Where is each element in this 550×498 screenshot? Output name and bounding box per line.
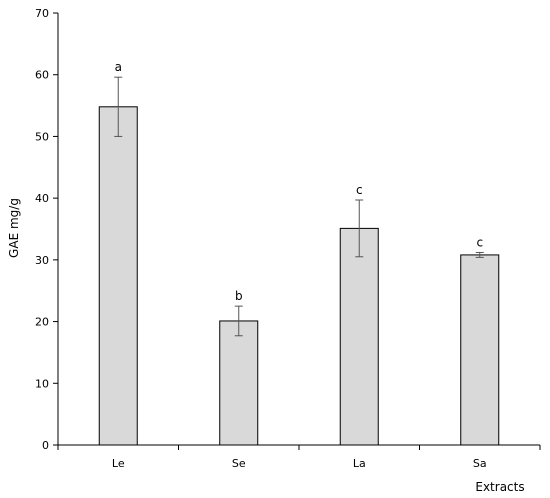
x-axis-ticks: Le Se La Sa	[57, 445, 541, 470]
x-tick-label-la: La	[353, 457, 366, 470]
y-tick-label: 0	[42, 439, 49, 452]
significance-label-le: a	[115, 60, 122, 74]
x-tick-label-se: Se	[232, 457, 246, 470]
y-tick-label: 40	[35, 192, 49, 205]
y-axis-title: GAE mg/g	[7, 198, 21, 258]
x-tick-label-le: Le	[112, 457, 125, 470]
significance-label-se: b	[235, 289, 243, 303]
y-axis-ticks: 0 10 20 30 40 50 60 70	[35, 7, 58, 452]
y-tick-label: 20	[35, 316, 49, 329]
bar-se	[219, 320, 259, 446]
x-axis-title: Extracts	[475, 480, 524, 494]
y-tick-label: 70	[35, 7, 49, 20]
x-tick-label-sa: Sa	[473, 457, 487, 470]
y-tick-label: 50	[35, 130, 49, 143]
bar-sa	[460, 254, 500, 446]
bar-le	[98, 106, 138, 446]
bars-layer	[98, 106, 500, 446]
significance-label-sa: c	[476, 235, 483, 249]
y-tick-label: 60	[35, 69, 49, 82]
y-tick-label: 10	[35, 377, 49, 390]
y-tick-label: 30	[35, 254, 49, 267]
bar-la	[339, 227, 379, 446]
significance-labels-layer: a b c c	[115, 60, 483, 303]
significance-label-la: c	[356, 183, 363, 197]
error-bars-layer	[114, 76, 484, 337]
